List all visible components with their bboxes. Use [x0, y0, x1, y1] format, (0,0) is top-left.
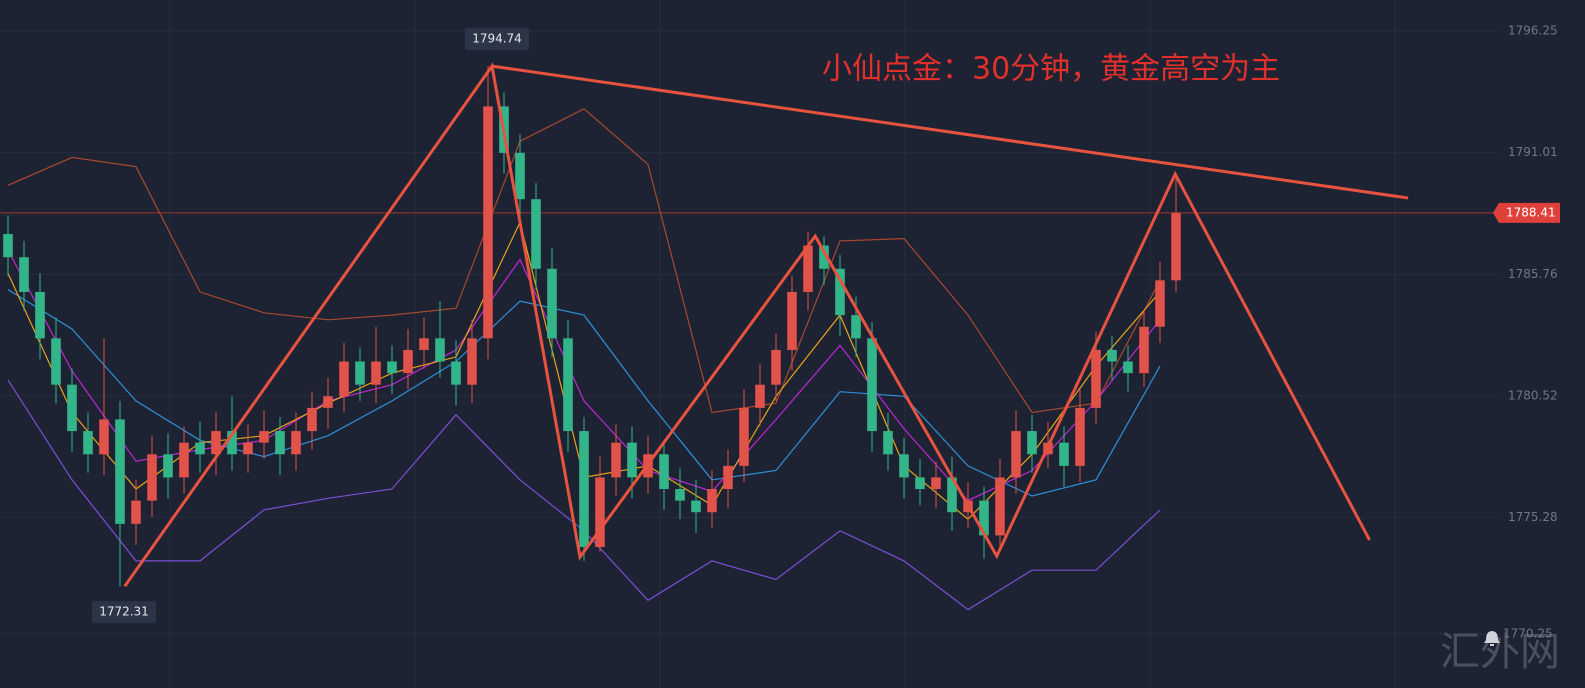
y-tick-label: 1791.01 — [1508, 145, 1558, 159]
candle-body — [1123, 361, 1133, 374]
annotation-label: 1772.31 — [99, 605, 149, 619]
candle-body — [547, 268, 557, 339]
candle-body — [595, 477, 605, 548]
candle-body — [979, 500, 989, 536]
candle-body — [867, 338, 877, 432]
chart-title: 小仙点金：30分钟，黄金高空为主 — [822, 52, 1280, 87]
candle-body — [1075, 407, 1085, 466]
candle-body — [723, 465, 733, 490]
bell-icon — [1484, 631, 1500, 646]
candle-body — [1139, 326, 1149, 374]
candle-body — [1059, 442, 1069, 466]
candle-body — [995, 477, 1005, 536]
candle-body — [947, 477, 957, 513]
candle-body — [883, 431, 893, 455]
candle-body — [755, 384, 765, 408]
candle-body — [1091, 349, 1101, 408]
candle-body — [1107, 349, 1117, 362]
candle-body — [35, 291, 45, 339]
candle-body — [291, 431, 301, 455]
y-tick-label: 1775.28 — [1508, 510, 1558, 524]
y-tick-label: 1780.52 — [1508, 388, 1558, 402]
candle-body — [739, 407, 749, 466]
candle-body — [323, 396, 333, 408]
candle-body — [787, 291, 797, 350]
candle-body — [611, 442, 621, 478]
candle-body — [99, 419, 109, 455]
candle-body — [899, 454, 909, 478]
candle-body — [403, 349, 413, 374]
candle-body — [19, 257, 29, 292]
candle-body — [3, 233, 13, 258]
candle-body — [627, 442, 637, 478]
candle-body — [163, 454, 173, 478]
candle-body — [243, 442, 253, 455]
candle-body — [83, 431, 93, 455]
candle-body — [67, 384, 77, 432]
candle-body — [179, 442, 189, 478]
candle-body — [275, 431, 285, 455]
candle-body — [1171, 212, 1181, 281]
candle-body — [307, 407, 317, 432]
candle-body — [931, 477, 941, 490]
price-tag — [1493, 202, 1560, 223]
candle-body — [675, 489, 685, 501]
candle-body — [147, 454, 157, 501]
annotation-label: 1794.74 — [472, 32, 522, 46]
candle-body — [1011, 431, 1021, 478]
y-tick-label: 1796.25 — [1508, 24, 1558, 38]
candle-body — [355, 361, 365, 385]
candle-body — [115, 419, 125, 524]
plot: 1794.74 1772.31 — [0, 28, 1500, 624]
candle-body — [659, 454, 669, 490]
candle-body — [579, 431, 589, 548]
candle-body — [51, 338, 61, 385]
candle-body — [835, 268, 845, 316]
candle-body — [435, 338, 445, 362]
trend-drawing — [491, 64, 1409, 200]
candle-body — [851, 315, 861, 339]
indicator-line — [7, 108, 1161, 414]
candle-body — [707, 489, 717, 513]
annotation-box — [92, 601, 156, 624]
candle-body — [211, 431, 221, 455]
candle-body — [483, 106, 493, 339]
candle-body — [195, 442, 205, 455]
candle-body — [803, 245, 813, 292]
y-tick-label: 1785.76 — [1508, 267, 1558, 281]
candle-body — [131, 500, 141, 524]
candle-body — [691, 500, 701, 513]
candle-body — [531, 199, 541, 269]
candle-body — [371, 361, 381, 385]
candle-body — [563, 338, 573, 432]
candle-body — [387, 361, 397, 374]
y-tick-label: 1770.25 — [1503, 626, 1553, 640]
price-tag-label: 1788.41 — [1506, 205, 1556, 219]
candle-body — [419, 338, 429, 350]
watermark: 汇外网 — [1440, 629, 1560, 675]
annotation-box — [465, 28, 529, 51]
candle-body — [227, 431, 237, 455]
candle-body — [1155, 280, 1165, 327]
candle-body — [339, 361, 349, 397]
candle-body — [515, 152, 525, 200]
grid — [0, 0, 1500, 688]
candle-body — [1027, 431, 1037, 455]
candle-body — [451, 361, 461, 385]
candle-body — [259, 431, 269, 443]
candle-body — [771, 349, 781, 385]
candle-body — [915, 477, 925, 490]
candle-body — [467, 338, 477, 385]
candle-body — [819, 245, 829, 269]
